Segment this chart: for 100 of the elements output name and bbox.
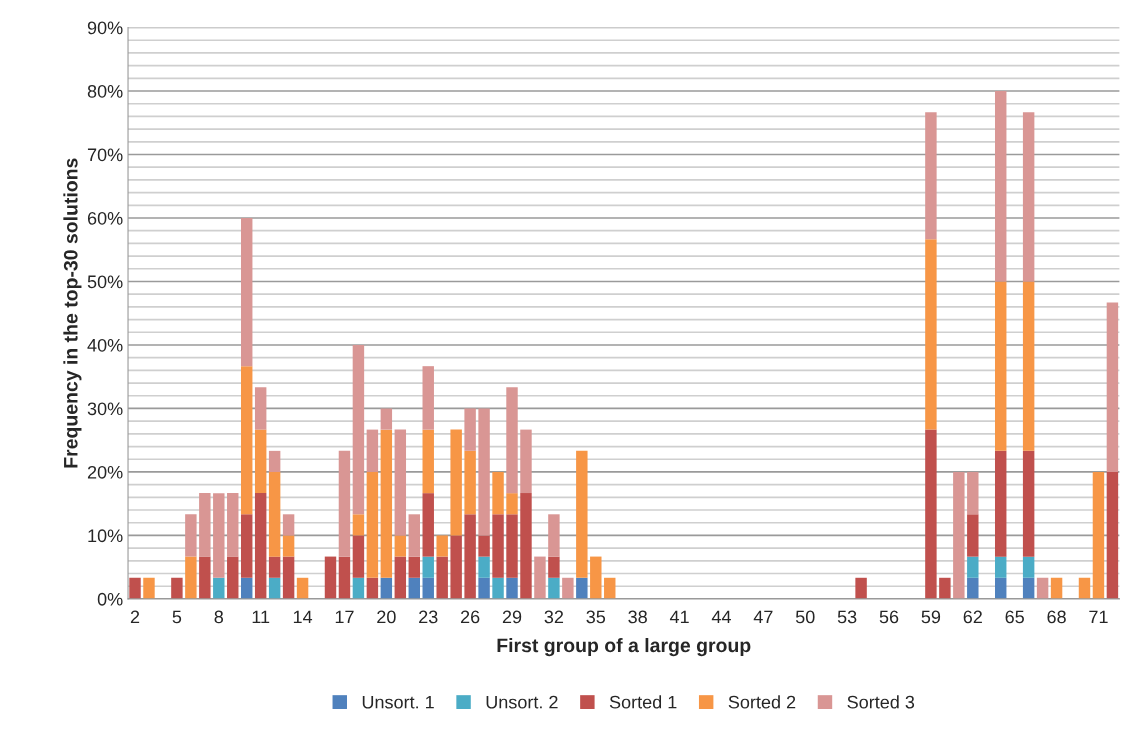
x-tick-label: 68 [1047, 610, 1066, 624]
bar [268, 577, 281, 599]
x-tick-label: 2 [130, 610, 140, 624]
bar [352, 344, 365, 515]
bar [338, 450, 351, 557]
bar [1078, 577, 1091, 599]
bar [520, 493, 532, 599]
bar [240, 514, 253, 578]
bar [199, 556, 211, 599]
y-tick-label: 10% [88, 529, 123, 543]
y-tick-label: 60% [87, 211, 123, 225]
bar [422, 429, 434, 494]
legend-label: Sorted 3 [847, 695, 915, 709]
bar [352, 514, 365, 536]
x-tick-label: 8 [214, 610, 224, 624]
bar [1050, 577, 1063, 599]
bar [576, 577, 588, 599]
bar [227, 493, 239, 557]
bar [185, 556, 197, 599]
x-tick-label: 35 [586, 610, 606, 624]
bar [366, 577, 379, 599]
bar [506, 387, 518, 494]
bar [143, 577, 155, 599]
bar [1106, 302, 1119, 472]
bar [1022, 556, 1035, 578]
bar [422, 366, 434, 430]
bar [994, 450, 1007, 557]
bar [408, 577, 420, 599]
bar [492, 514, 504, 578]
bar [576, 450, 588, 578]
legend-label: Unsort. 2 [486, 695, 558, 709]
bar [534, 556, 546, 599]
bar [548, 556, 560, 578]
y-tick-label: 90% [87, 21, 123, 35]
bar [408, 514, 420, 557]
x-tick-label: 41 [669, 610, 689, 624]
x-tick-label: 5 [172, 610, 182, 624]
bar [506, 514, 518, 578]
y-tick-label: 70% [87, 148, 123, 162]
bar [548, 577, 560, 599]
y-tick-label: 40% [87, 338, 123, 352]
bar [436, 556, 448, 599]
bar [254, 493, 267, 599]
legend-label: Unsort. 1 [362, 695, 434, 709]
bar [282, 535, 295, 557]
y-tick-label: 0% [97, 592, 123, 606]
bar [422, 493, 434, 557]
bar [604, 577, 616, 599]
bar [994, 281, 1007, 451]
bar [240, 577, 253, 599]
bar [590, 556, 602, 599]
bar [213, 493, 225, 578]
y-tick-label: 30% [87, 402, 123, 416]
bar [240, 218, 253, 367]
bar [352, 535, 365, 578]
bar [464, 450, 476, 515]
bar [1036, 577, 1049, 599]
bar [464, 408, 476, 451]
x-tick-label: 11 [252, 610, 270, 624]
bar [296, 577, 309, 599]
bar [1022, 450, 1035, 557]
bar [380, 577, 393, 599]
y-tick-label: 20% [87, 465, 123, 479]
bar [1092, 471, 1105, 599]
y-tick-label: 80% [87, 84, 123, 98]
bar [967, 577, 979, 599]
bar [1022, 281, 1035, 451]
bar [268, 472, 281, 557]
bar [506, 493, 518, 515]
bar [994, 91, 1007, 282]
x-tick-label: 38 [628, 610, 647, 624]
x-tick-label: 32 [544, 610, 564, 624]
bar [520, 429, 532, 494]
x-tick-label: 50 [795, 610, 815, 624]
x-tick-label: 14 [293, 610, 313, 624]
bar [240, 366, 253, 515]
bar [213, 577, 225, 599]
x-tick-label: 71 [1089, 610, 1108, 624]
bar [967, 556, 979, 578]
bar [450, 535, 462, 599]
bar [268, 450, 281, 473]
bar [492, 577, 504, 599]
bar [171, 577, 183, 599]
bar [478, 556, 490, 578]
bar [199, 493, 211, 557]
bar [394, 556, 407, 599]
x-tick-label: 17 [335, 610, 354, 624]
x-tick-label: 53 [837, 610, 857, 624]
bar [254, 429, 267, 494]
bar [450, 429, 462, 536]
bar [185, 514, 197, 557]
x-tick-label: 26 [460, 610, 480, 624]
legend-label: Sorted 2 [728, 695, 796, 709]
bar [994, 556, 1007, 578]
bar [855, 577, 867, 599]
bar [548, 514, 560, 557]
bar [939, 577, 951, 599]
x-tick-label: 65 [1005, 610, 1024, 624]
bar [380, 429, 393, 578]
bar [324, 556, 337, 599]
